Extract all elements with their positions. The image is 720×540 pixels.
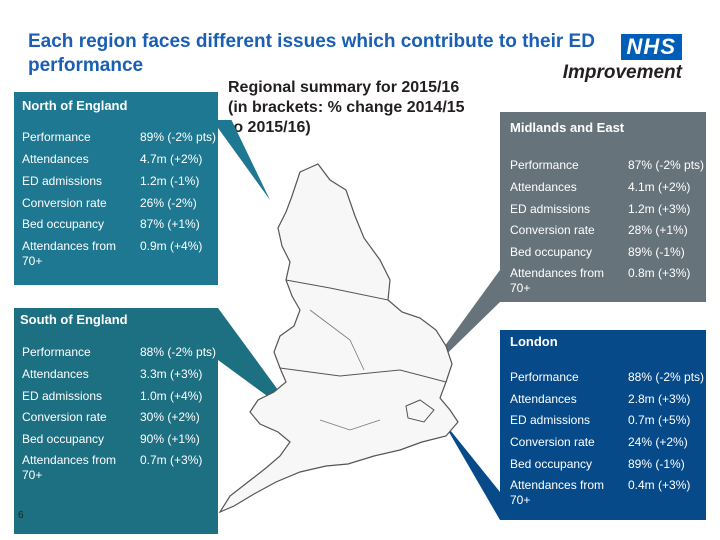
london-panel: London Performance 88% (-2% pts) Attendan… [500, 330, 706, 520]
metric-value: 1.2m (+3%) [628, 202, 691, 216]
metric-value: 0.8m (+3%) [628, 266, 691, 280]
metric-label: Attendances from 70+ [510, 266, 605, 295]
metric-value: 0.7m (+3%) [140, 453, 203, 467]
midlands-and-east-panel: Midlands and East Performance 87% (-2% pt… [500, 112, 706, 302]
england-outline [218, 163, 459, 514]
metric-label: Conversion rate [510, 435, 595, 449]
inner-boundaries [309, 309, 381, 431]
south-of-england-panel: South of England Performance 88% (-2% pts… [14, 308, 218, 534]
metric-value: 88% (-2% pts) [140, 345, 217, 359]
metric-label: Performance [510, 158, 579, 172]
metric-value: 4.1m (+2%) [628, 180, 691, 194]
improvement-wordmark: Improvement [562, 62, 682, 83]
nhs-logo-mark: NHS [620, 34, 682, 60]
north-region-title: North of England [22, 98, 128, 113]
midlands-region-title: Midlands and East [510, 120, 625, 135]
metric-value: 26% (-2%) [140, 196, 197, 210]
metric-label: Attendances [510, 180, 577, 194]
metric-label: Attendances from 70+ [22, 239, 117, 268]
metric-value: 4.7m (+2%) [140, 152, 203, 166]
metric-value: 1.0m (+4%) [140, 389, 203, 403]
metric-label: ED admissions [510, 202, 591, 216]
metric-label: Bed occupancy [22, 432, 105, 446]
metric-value: 0.7m (+5%) [628, 413, 691, 427]
metric-value: 90% (+1%) [140, 432, 200, 446]
england-regions-map [218, 120, 500, 520]
north-boundary [285, 279, 389, 301]
metric-label: Performance [22, 130, 91, 144]
midlands-boundary [279, 367, 447, 383]
metric-value: 87% (-2% pts) [628, 158, 705, 172]
metric-label: Bed occupancy [22, 217, 105, 231]
metric-value: 2.8m (+3%) [628, 392, 691, 406]
page-number: 6 [18, 510, 24, 521]
regional-summary-heading: Regional summary for 2015/16 (in bracket… [228, 79, 465, 136]
metric-value: 89% (-1%) [628, 457, 685, 471]
metric-label: Bed occupancy [510, 245, 593, 259]
metric-value: 1.2m (-1%) [140, 174, 200, 188]
metric-value: 0.4m (+3%) [628, 478, 691, 492]
metric-label: Attendances from 70+ [510, 478, 605, 507]
metric-value: 87% (+1%) [140, 217, 200, 231]
metric-value: 3.3m (+3%) [140, 367, 203, 381]
nhs-improvement-logo: NHS Improvement [556, 34, 688, 84]
metric-label: Conversion rate [22, 196, 107, 210]
north-callout-pointer [218, 120, 270, 200]
metric-label: ED admissions [510, 413, 591, 427]
metric-value: 24% (+2%) [628, 435, 688, 449]
metric-value: 88% (-2% pts) [628, 370, 705, 384]
metric-value: 30% (+2%) [140, 410, 200, 424]
metric-value: 89% (-2% pts) [140, 130, 217, 144]
north-of-england-panel: North of England Performance 89% (-2% pts… [14, 92, 218, 285]
slide-title: Each region faces different issues which… [28, 31, 595, 76]
metric-label: Bed occupancy [510, 457, 593, 471]
metric-label: ED admissions [22, 389, 103, 403]
metric-value: 28% (+1%) [628, 223, 688, 237]
metric-value: 89% (-1%) [628, 245, 685, 259]
metric-label: Conversion rate [510, 223, 595, 237]
metric-label: Performance [510, 370, 579, 384]
london-boundary [405, 399, 435, 423]
london-region-title: London [510, 334, 558, 349]
metric-value: 0.9m (+4%) [140, 239, 203, 253]
metric-label: Conversion rate [22, 410, 107, 424]
metric-label: Attendances [510, 392, 577, 406]
metric-label: ED admissions [22, 174, 103, 188]
metric-label: Attendances [22, 367, 89, 381]
metric-label: Attendances [22, 152, 89, 166]
metric-label: Attendances from 70+ [22, 453, 117, 482]
metric-label: Performance [22, 345, 91, 359]
london-callout-pointer [442, 420, 500, 520]
south-region-title: South of England [20, 312, 128, 327]
